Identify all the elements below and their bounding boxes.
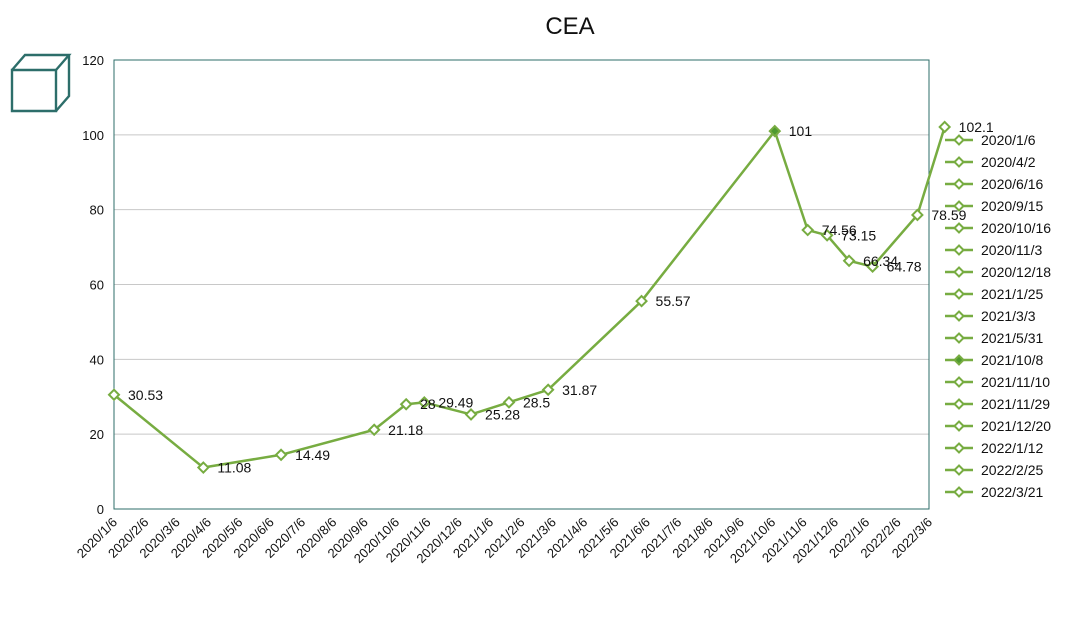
legend-marker (953, 156, 965, 168)
data-label: 11.08 (217, 460, 251, 476)
data-point-marker (910, 208, 924, 222)
grid-lines (114, 134, 929, 435)
legend-entry: 2020/11/3 (981, 242, 1042, 258)
data-point-marker (464, 407, 478, 421)
data-point-marker (842, 254, 856, 268)
legend-entry: 2020/6/16 (981, 176, 1043, 192)
series-cea (107, 120, 952, 474)
data-label: 73.15 (841, 227, 876, 243)
data-label: 101 (789, 123, 813, 139)
data-point-marker (399, 397, 413, 411)
series-line (113, 126, 946, 469)
data-label: 74.56 (822, 222, 857, 238)
data-point-marker (820, 228, 834, 242)
legend-marker (953, 354, 965, 366)
data-point-marker (768, 124, 782, 138)
data-label: 55.57 (656, 293, 691, 309)
legend-marker (953, 464, 965, 476)
legend-entry: 2021/1/25 (981, 286, 1043, 302)
cube-icon (10, 53, 72, 113)
legend-entry: 2022/1/12 (981, 440, 1043, 456)
y-tick-label: 120 (82, 53, 104, 68)
data-label: 102.1 (959, 119, 994, 135)
legend-marker (953, 310, 965, 322)
data-label: 14.49 (295, 447, 330, 463)
data-point-marker (541, 383, 555, 397)
data-label: 29.49 (438, 394, 473, 410)
legend-entry: 2020/10/16 (981, 220, 1051, 236)
data-label: 31.87 (562, 382, 597, 398)
legend-entry: 2020/1/6 (981, 132, 1036, 148)
legend-entry: 2022/2/25 (981, 462, 1043, 478)
legend-entry: 2020/9/15 (981, 198, 1043, 214)
legend-marker (953, 442, 965, 454)
legend-entry: 2021/11/10 (981, 374, 1050, 390)
legend-marker (953, 134, 965, 146)
legend-entry: 2021/11/29 (981, 396, 1050, 412)
data-point-marker (107, 388, 121, 402)
legend-entry: 2021/10/8 (981, 352, 1043, 368)
y-tick-label: 100 (82, 128, 104, 143)
data-point-marker (367, 423, 381, 437)
legend-entry: 2020/12/18 (981, 264, 1051, 280)
data-point-marker (196, 461, 210, 474)
data-label: 25.28 (485, 406, 520, 422)
legend-marker (953, 332, 965, 344)
data-label: 78.59 (931, 207, 966, 223)
legend-marker (953, 178, 965, 190)
legend-entry: 2021/12/20 (981, 418, 1051, 434)
legend-entry: 2022/3/21 (981, 484, 1043, 500)
legend-marker (953, 486, 965, 498)
y-tick-label: 80 (90, 203, 104, 218)
legend-marker (953, 244, 965, 256)
legend-entry: 2020/4/2 (981, 154, 1036, 170)
legend-entry: 2021/3/3 (981, 308, 1036, 324)
y-tick-label: 40 (90, 352, 104, 367)
data-point-marker (938, 120, 952, 134)
legend-marker (953, 420, 965, 432)
data-point-marker (866, 260, 879, 274)
chart-title: CEA (545, 13, 594, 40)
data-point-marker (502, 395, 516, 409)
legend-entry: 2021/5/31 (981, 330, 1043, 346)
data-label: 30.53 (128, 387, 163, 403)
x-axis: 2020/1/62020/2/62020/3/62020/4/62020/5/6… (74, 515, 935, 567)
data-label: 66.34 (863, 253, 898, 269)
legend-marker (953, 222, 965, 234)
y-tick-label: 60 (90, 278, 104, 293)
data-point-marker (274, 448, 288, 462)
data-label: 28 (420, 396, 436, 412)
data-label: 28.5 (523, 394, 550, 410)
y-tick-label: 0 (97, 502, 104, 517)
plot-area (113, 59, 930, 510)
legend-marker (953, 288, 965, 300)
data-point-marker (635, 294, 648, 308)
legend-marker (953, 266, 965, 278)
data-label: 64.78 (887, 259, 922, 275)
legend-marker (953, 398, 965, 410)
legend-marker (953, 376, 965, 388)
data-label: 21.18 (388, 422, 423, 438)
legend-marker (953, 200, 965, 212)
data-point-marker (801, 223, 815, 237)
y-axis: 0 20 40 60 80 100 120 (82, 53, 104, 517)
legend: 2020/1/6 2020/4/2 2020/6/16 2020/9/15 2020/1… (945, 132, 1051, 500)
y-tick-label: 20 (90, 427, 104, 442)
data-point-marker (417, 395, 431, 409)
